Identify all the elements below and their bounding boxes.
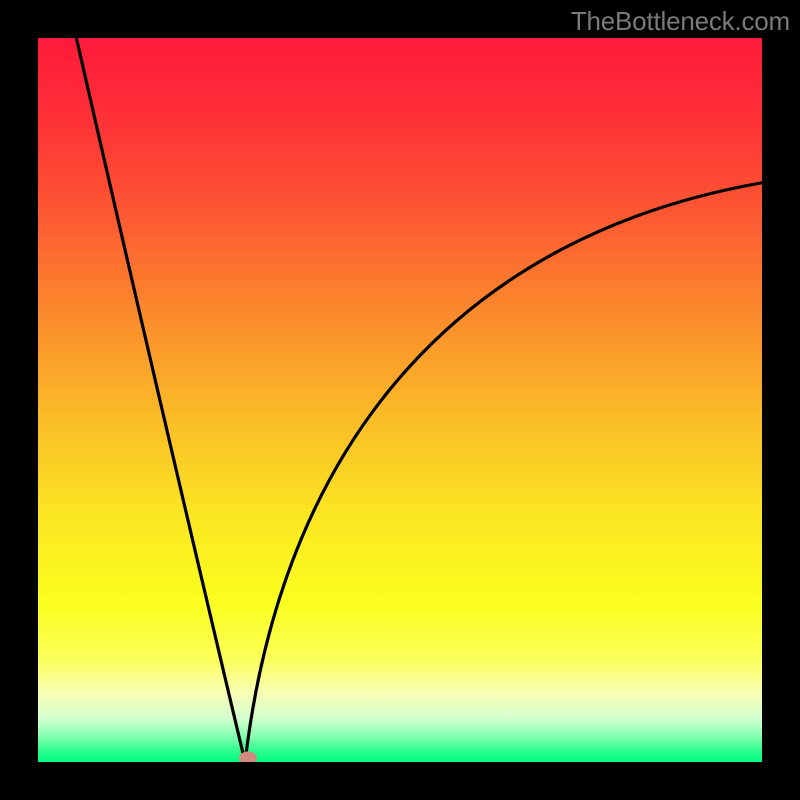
plot-svg [38,38,762,762]
curve-right-branch [245,183,762,762]
watermark-text: TheBottleneck.com [571,6,790,37]
optimum-marker [239,751,257,762]
curve-left-branch [76,38,245,762]
plot-area [38,38,762,762]
